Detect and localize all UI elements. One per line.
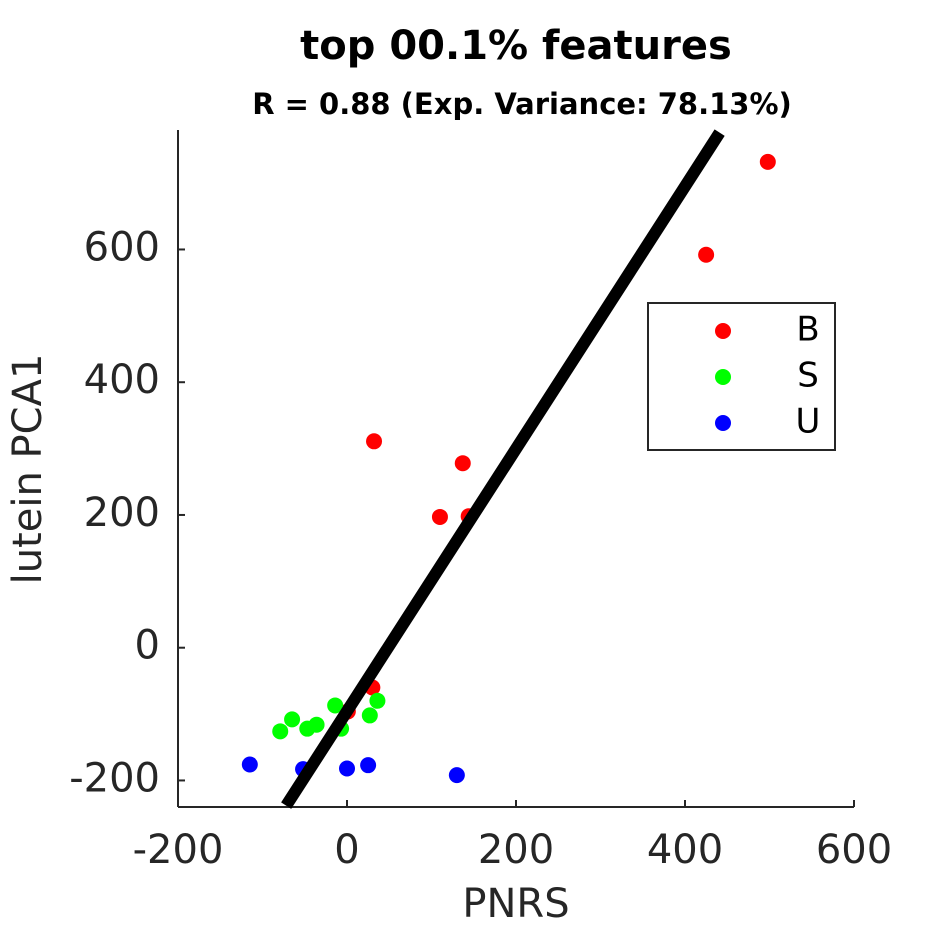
point xyxy=(272,723,289,740)
x-tick-label: 400 xyxy=(647,827,723,873)
point xyxy=(431,508,448,525)
legend-label: U xyxy=(796,402,821,442)
legend-marker xyxy=(715,369,731,385)
x-tick-label: 600 xyxy=(816,827,892,873)
y-tick-label: 400 xyxy=(84,357,160,403)
y-tick-label: 200 xyxy=(84,490,160,536)
legend-marker xyxy=(715,323,731,339)
point xyxy=(339,760,355,777)
y-tick-label: -200 xyxy=(69,755,160,801)
legend-label: S xyxy=(797,356,819,396)
x-axis-label: PNRS xyxy=(462,881,569,927)
point xyxy=(448,767,465,784)
point xyxy=(327,697,344,714)
point xyxy=(299,720,316,737)
y-tick-label: 0 xyxy=(135,623,160,669)
point xyxy=(360,757,377,774)
legend-box xyxy=(647,302,836,451)
point xyxy=(454,455,471,472)
chart-subtitle: R = 0.88 (Exp. Variance: 78.13%) xyxy=(252,87,792,121)
point xyxy=(369,692,386,709)
point xyxy=(366,433,383,450)
point xyxy=(241,756,258,773)
legend-label: B xyxy=(796,310,819,350)
x-tick-label: -200 xyxy=(133,827,224,873)
x-tick-label: 200 xyxy=(478,827,554,873)
point xyxy=(698,246,715,263)
point xyxy=(361,707,378,724)
point xyxy=(284,711,301,728)
fit-line xyxy=(281,129,725,809)
y-axis-label: lutein PCA1 xyxy=(5,354,51,585)
x-tick-label: 0 xyxy=(334,827,359,873)
point xyxy=(759,153,776,170)
y-tick-label: 600 xyxy=(84,224,160,270)
legend-marker xyxy=(715,415,731,431)
chart-title: top 00.1% features xyxy=(300,23,732,69)
